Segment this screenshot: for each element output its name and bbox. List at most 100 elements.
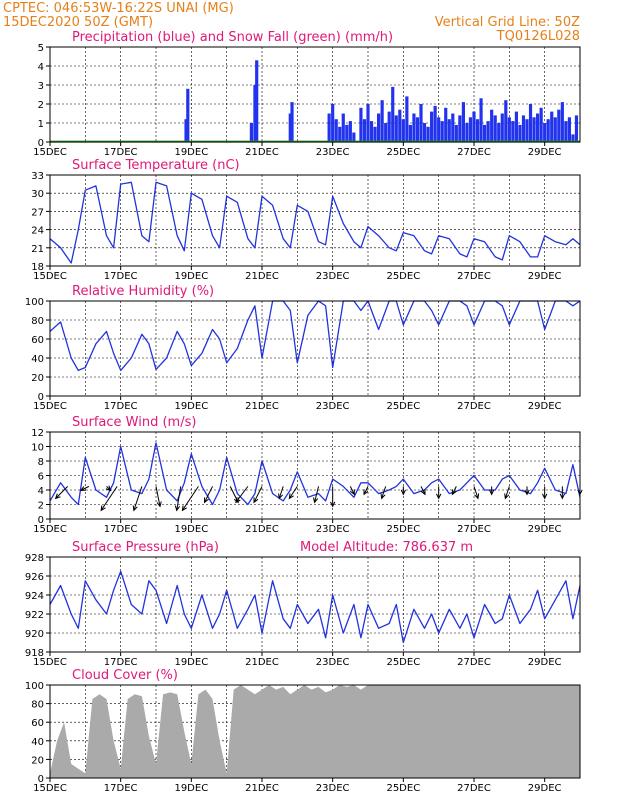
x-tick-label: 27DEC (457, 271, 491, 282)
panel-precip: 0 1 2 3 4 5 15DEC 17DEC 19DEC 21DEC 23DEC 25DEC 27DE… (33, 30, 581, 158)
wind-arrow-head (100, 505, 106, 512)
precip-bar (327, 113, 331, 142)
wind-arrow-head (504, 493, 510, 500)
precip-bar (539, 107, 543, 142)
y-tick-label: 60 (31, 718, 44, 729)
panel-frame (49, 684, 581, 779)
precip-bar (408, 124, 412, 142)
y-tick-label: 27 (31, 207, 44, 218)
x-tick-label: 25DEC (386, 657, 420, 668)
precip-bar (186, 88, 190, 142)
panel-title: Relative Humidity (%) (72, 284, 214, 299)
precip-bar (362, 119, 367, 142)
precip-bar (500, 113, 504, 142)
header-date: 15DEC2020 50Z (GMT) (3, 15, 153, 30)
precip-bar (398, 109, 402, 142)
x-tick-label: 23DEC (316, 271, 350, 282)
wind-arrow-head (524, 489, 530, 496)
precip-bar (521, 115, 526, 142)
wind-arrow (235, 486, 249, 503)
panel-title: Precipitation (blue) and Snow Fall (gree… (72, 30, 393, 45)
x-tick-label: 25DEC (386, 147, 420, 158)
wind-arrow-head (174, 505, 181, 512)
y-tick-label: 924 (25, 591, 44, 602)
y-tick-label: 10 (31, 443, 44, 454)
wind-arrow-head (278, 493, 284, 500)
precip-bar (560, 102, 564, 142)
panel-wind: 0 2 4 6 8 10 12 15DEC 17DEC 19DEC 21DEC 23DEC 25DEC 2… (31, 415, 583, 535)
wind-arrow-head (235, 497, 241, 504)
precip-bar (557, 109, 561, 142)
x-tick-label: 21DEC (245, 524, 279, 535)
wind-arrow (80, 485, 90, 491)
y-tick-label: 12 (31, 428, 44, 439)
panel-subtitle: Model Altitude: 786.637 m (300, 540, 473, 555)
precip-bar (571, 134, 575, 142)
panel-frame (49, 300, 581, 397)
precip-bar (454, 124, 458, 142)
wind-arrow (176, 486, 182, 511)
y-tick-label: 24 (31, 226, 44, 237)
x-tick-label: 19DEC (174, 783, 208, 794)
x-tick-label: 27DEC (457, 147, 491, 158)
panel-frame (49, 46, 581, 143)
wind-arrow (451, 486, 457, 495)
precip-bar (331, 104, 335, 142)
x-tick-label: 29DEC (528, 271, 562, 282)
x-tick-label: 25DEC (386, 524, 420, 535)
x-tick-label: 19DEC (174, 147, 208, 158)
x-tick-label: 25DEC (386, 783, 420, 794)
x-tick-label: 21DEC (245, 271, 279, 282)
precip-bar (377, 113, 381, 142)
x-tick-label: 23DEC (316, 147, 350, 158)
precip-bar (401, 119, 405, 142)
y-tick-label: 1 (38, 119, 44, 130)
precip-bar (525, 119, 529, 142)
x-tick-label: 21DEC (245, 657, 279, 668)
precip-bar (430, 111, 434, 142)
wind-arrow-head (436, 493, 442, 500)
pres-series-line (49, 570, 581, 644)
precip-bar (338, 126, 342, 142)
wind-arrow-head (204, 497, 209, 504)
wind-arrow (363, 486, 369, 495)
x-tick-label: 21DEC (245, 783, 279, 794)
x-tick-label: 15DEC (33, 147, 67, 158)
precip-bar (493, 115, 497, 142)
panel-frame (49, 174, 581, 267)
y-tick-label: 918 (25, 648, 44, 659)
wind-arrow-head (181, 505, 187, 512)
y-tick-label: 0 (38, 392, 44, 403)
precip-bar (546, 119, 550, 142)
x-tick-label: 17DEC (104, 783, 138, 794)
precip-bar (507, 117, 511, 142)
precip-bar (564, 121, 568, 142)
wind-arrow (155, 486, 161, 507)
precip-bar (334, 119, 338, 142)
y-tick-label: 920 (25, 629, 44, 640)
wind-arrow-head (451, 489, 457, 496)
y-tick-label: 6 (38, 472, 44, 483)
x-tick-label: 29DEC (528, 147, 562, 158)
x-tick-label: 29DEC (528, 783, 562, 794)
precip-bar (394, 115, 398, 142)
panel-title: Surface Temperature (nC) (72, 158, 240, 173)
precip-bar (444, 107, 448, 142)
precip-bar (514, 111, 518, 142)
precip-bar (468, 117, 473, 142)
y-tick-label: 80 (31, 316, 44, 327)
wind-arrow (133, 486, 143, 511)
y-tick-label: 0 (38, 138, 44, 149)
y-tick-label: 3 (38, 81, 44, 92)
wind-arrow-head (79, 486, 86, 491)
precip-bar (475, 119, 480, 142)
y-tick-label: 33 (31, 171, 44, 182)
precip-bar (479, 98, 483, 142)
wind-arrow (381, 486, 387, 499)
precip-bar (366, 104, 370, 142)
y-tick-label: 5 (38, 43, 44, 54)
x-tick-label: 29DEC (528, 524, 562, 535)
precip-bar (518, 124, 522, 142)
x-tick-label: 27DEC (457, 401, 491, 412)
